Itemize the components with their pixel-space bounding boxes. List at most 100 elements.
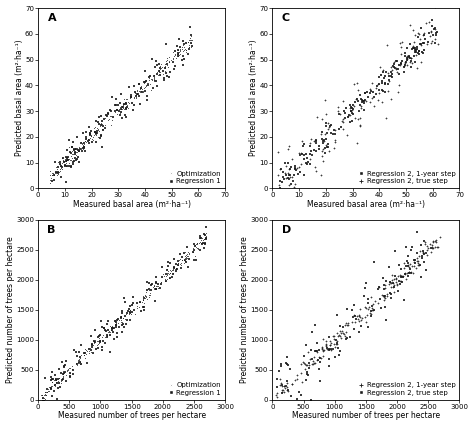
Regression 1 [54, 384, 62, 391]
Optimization [137, 84, 144, 91]
Optimization [127, 310, 135, 317]
Regression 2, 1-year step [347, 108, 355, 115]
Regression 2, 1-year step [435, 243, 442, 250]
Regression 2, 1-year step [419, 250, 427, 256]
Optimization [142, 289, 150, 296]
Optimization [90, 342, 97, 348]
Regression 2, 1-year step [359, 97, 367, 104]
Regression 2, 1-year step [322, 342, 329, 348]
Regression 2, true step [287, 392, 295, 399]
Regression 1 [181, 56, 188, 63]
Regression 2, 1-year step [317, 355, 325, 362]
Regression 1 [126, 84, 133, 91]
Regression 2, true step [417, 58, 425, 65]
Regression 2, 1-year step [273, 393, 281, 400]
Optimization [45, 387, 52, 394]
Optimization [107, 113, 114, 120]
Regression 2, 1-year step [352, 98, 359, 105]
Regression 2, 1-year step [428, 17, 436, 23]
Regression 1 [68, 143, 76, 150]
Optimization [62, 163, 69, 170]
Optimization [74, 359, 82, 366]
Regression 2, true step [339, 115, 347, 122]
Regression 2, true step [410, 256, 418, 263]
Regression 2, 1-year step [334, 341, 341, 348]
Regression 2, true step [383, 115, 390, 121]
Optimization [185, 250, 193, 256]
Optimization [164, 267, 172, 274]
Regression 1 [82, 136, 90, 143]
Regression 2, true step [379, 275, 386, 282]
Regression 2, 1-year step [354, 313, 361, 320]
Optimization [173, 51, 181, 58]
Regression 1 [92, 138, 100, 145]
Regression 1 [192, 257, 200, 264]
Regression 2, true step [410, 42, 417, 49]
Regression 1 [201, 240, 209, 247]
Regression 1 [104, 110, 112, 117]
Optimization [174, 260, 182, 267]
Regression 2, 1-year step [280, 383, 288, 389]
Optimization [62, 158, 70, 164]
Regression 2, 1-year step [333, 329, 340, 336]
Optimization [185, 43, 193, 50]
Regression 2, true step [354, 115, 362, 122]
Regression 1 [183, 244, 191, 250]
Regression 1 [175, 35, 182, 42]
Regression 2, true step [361, 285, 369, 292]
Regression 2, true step [417, 262, 424, 268]
Regression 2, true step [349, 314, 356, 320]
Regression 1 [201, 232, 209, 239]
Optimization [132, 94, 139, 101]
Regression 2, true step [409, 60, 416, 67]
Regression 1 [69, 139, 77, 146]
Regression 2, true step [333, 339, 341, 346]
Optimization [139, 88, 146, 95]
Optimization [157, 279, 164, 286]
Regression 2, 1-year step [400, 69, 408, 75]
Optimization [146, 81, 154, 87]
Regression 1 [85, 123, 92, 130]
Regression 1 [202, 235, 210, 242]
Regression 2, 1-year step [407, 63, 414, 70]
Optimization [105, 115, 113, 122]
Optimization [80, 141, 88, 147]
Optimization [117, 313, 125, 320]
Regression 2, true step [398, 279, 406, 285]
Optimization [172, 55, 180, 62]
Regression 2, 1-year step [420, 46, 428, 53]
Optimization [75, 359, 83, 366]
Optimization [163, 54, 171, 61]
Regression 2, 1-year step [303, 362, 311, 369]
Optimization [50, 169, 57, 176]
Regression 2, true step [381, 293, 389, 299]
Optimization [181, 253, 189, 259]
Optimization [192, 244, 200, 251]
Regression 2, 1-year step [322, 343, 330, 350]
Regression 2, 1-year step [390, 276, 397, 283]
Regression 2, 1-year step [361, 89, 369, 96]
Regression 2, 1-year step [404, 262, 411, 268]
Optimization [174, 259, 182, 266]
Regression 1 [58, 163, 65, 170]
Regression 2, true step [415, 30, 422, 37]
Regression 2, 1-year step [358, 98, 365, 105]
Regression 1 [182, 40, 190, 46]
Optimization [66, 370, 74, 377]
Regression 2, 1-year step [367, 311, 374, 317]
Regression 2, 1-year step [397, 273, 405, 279]
Regression 2, 1-year step [280, 174, 287, 181]
Regression 2, 1-year step [333, 341, 340, 348]
Optimization [55, 158, 62, 165]
Optimization [93, 342, 101, 348]
Regression 1 [186, 24, 194, 31]
Regression 1 [179, 37, 187, 44]
Optimization [119, 102, 127, 109]
Regression 2, 1-year step [401, 259, 408, 266]
Regression 2, 1-year step [419, 40, 427, 46]
Regression 2, true step [380, 292, 387, 299]
Regression 2, true step [320, 138, 328, 144]
Optimization [95, 337, 102, 344]
Regression 2, true step [346, 112, 354, 118]
Optimization [95, 335, 103, 342]
